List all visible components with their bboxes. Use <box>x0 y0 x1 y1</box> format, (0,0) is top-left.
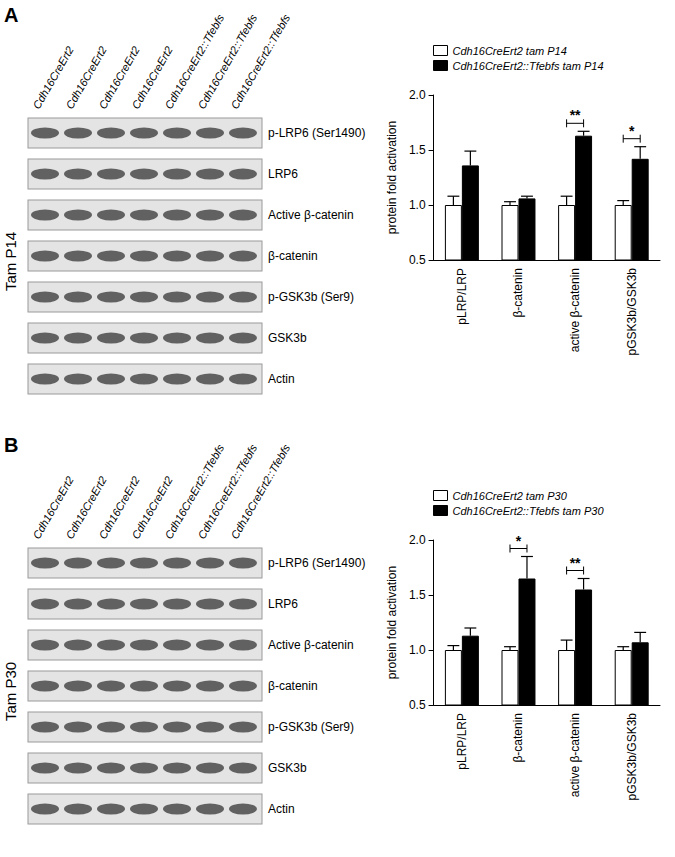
svg-text:2.0: 2.0 <box>409 533 426 547</box>
svg-text:Cdh16CreErt2: Cdh16CreErt2 <box>96 474 142 541</box>
svg-text:active β-catenin: active β-catenin <box>568 713 582 797</box>
svg-text:1.0: 1.0 <box>409 198 426 212</box>
svg-text:pGSK3b/GSK3b: pGSK3b/GSK3b <box>625 713 639 801</box>
svg-text:Cdh16CreErt2: Cdh16CreErt2 <box>30 474 76 541</box>
svg-text:A: A <box>4 4 18 26</box>
svg-text:1.5: 1.5 <box>409 143 426 157</box>
svg-text:Cdh16CreErt2::Tfebfs: Cdh16CreErt2::Tfebfs <box>162 12 226 111</box>
svg-text:β-catenin: β-catenin <box>511 268 525 318</box>
svg-text:B: B <box>4 434 18 456</box>
svg-text:pLRP/LRP: pLRP/LRP <box>455 268 469 325</box>
svg-text:Active β-catenin: Active β-catenin <box>268 208 354 222</box>
svg-text:LRP6: LRP6 <box>268 597 298 611</box>
svg-text:Cdh16CreErt2::Tfebfs tam P30: Cdh16CreErt2::Tfebfs tam P30 <box>453 505 605 517</box>
svg-text:0.5: 0.5 <box>409 253 426 267</box>
svg-text:Cdh16CreErt2: Cdh16CreErt2 <box>96 44 142 111</box>
svg-text:p-GSK3b (Ser9): p-GSK3b (Ser9) <box>268 290 354 304</box>
svg-text:0.5: 0.5 <box>409 698 426 712</box>
svg-text:Cdh16CreErt2: Cdh16CreErt2 <box>30 44 76 111</box>
svg-text:Tam P14: Tam P14 <box>2 232 19 291</box>
svg-text:Active β-catenin: Active β-catenin <box>268 638 354 652</box>
svg-text:Actin: Actin <box>268 802 295 816</box>
svg-text:p-LRP6 (Ser1490): p-LRP6 (Ser1490) <box>268 126 365 140</box>
svg-text:β-catenin: β-catenin <box>268 249 318 263</box>
svg-text:Cdh16CreErt2::Tfebfs: Cdh16CreErt2::Tfebfs <box>195 12 259 111</box>
svg-text:Cdh16CreErt2 tam P30: Cdh16CreErt2 tam P30 <box>453 490 568 502</box>
svg-text:Actin: Actin <box>268 372 295 386</box>
svg-text:Cdh16CreErt2 tam P14: Cdh16CreErt2 tam P14 <box>453 45 567 57</box>
svg-text:1.0: 1.0 <box>409 643 426 657</box>
svg-text:GSK3b: GSK3b <box>268 761 307 775</box>
svg-text:Cdh16CreErt2::Tfebfs: Cdh16CreErt2::Tfebfs <box>162 442 226 541</box>
svg-text:pGSK3b/GSK3b: pGSK3b/GSK3b <box>625 268 639 356</box>
svg-text:*: * <box>629 123 635 139</box>
svg-text:GSK3b: GSK3b <box>268 331 307 345</box>
svg-text:Cdh16CreErt2::Tfebfs tam P14: Cdh16CreErt2::Tfebfs tam P14 <box>453 60 604 72</box>
svg-text:Tam P30: Tam P30 <box>2 662 19 721</box>
svg-text:pLRP/LRP: pLRP/LRP <box>455 713 469 770</box>
svg-text:*: * <box>516 533 522 549</box>
svg-text:protein fold activation: protein fold activation <box>385 121 399 234</box>
svg-text:Cdh16CreErt2: Cdh16CreErt2 <box>63 44 109 111</box>
svg-text:β-catenin: β-catenin <box>268 679 318 693</box>
svg-text:Cdh16CreErt2::Tfebfs: Cdh16CreErt2::Tfebfs <box>228 12 292 111</box>
svg-text:p-LRP6 (Ser1490): p-LRP6 (Ser1490) <box>268 556 365 570</box>
svg-text:Cdh16CreErt2::Tfebfs: Cdh16CreErt2::Tfebfs <box>195 442 259 541</box>
svg-text:p-GSK3b (Ser9): p-GSK3b (Ser9) <box>268 720 354 734</box>
svg-text:active β-catenin: active β-catenin <box>568 268 582 352</box>
svg-text:2.0: 2.0 <box>409 88 426 102</box>
svg-text:Cdh16CreErt2: Cdh16CreErt2 <box>129 474 175 541</box>
svg-text:β-catenin: β-catenin <box>511 713 525 763</box>
svg-text:1.5: 1.5 <box>409 588 426 602</box>
svg-text:Cdh16CreErt2: Cdh16CreErt2 <box>63 474 109 541</box>
svg-text:Cdh16CreErt2::Tfebfs: Cdh16CreErt2::Tfebfs <box>228 442 292 541</box>
svg-text:**: ** <box>570 555 581 571</box>
svg-text:LRP6: LRP6 <box>268 167 298 181</box>
svg-text:**: ** <box>570 107 581 123</box>
svg-text:protein fold activation: protein fold activation <box>385 566 399 679</box>
svg-text:Cdh16CreErt2: Cdh16CreErt2 <box>129 44 175 111</box>
